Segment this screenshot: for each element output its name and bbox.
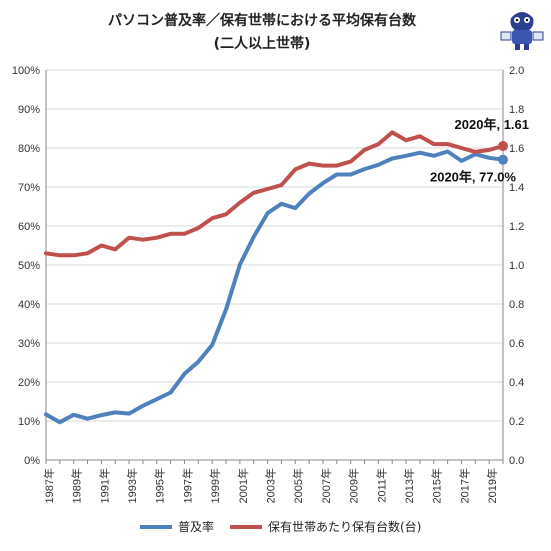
y-right-tick-label: 0.6 <box>509 338 524 350</box>
y-right-tick-label: 0.8 <box>509 299 524 311</box>
x-tick-label: 2017年 <box>457 468 471 503</box>
x-tick-label: 1991年 <box>97 468 111 503</box>
legend: 普及率 保有世帯あたり保有台数(台) <box>140 519 421 534</box>
x-tick-label: 2007年 <box>319 468 333 503</box>
mascot-icon <box>499 8 545 50</box>
y-right-tick-label: 0.2 <box>509 416 524 428</box>
x-tick-label: 1997年 <box>180 468 194 503</box>
y-right-tick-label: 1.4 <box>509 182 524 194</box>
x-tick-label: 2005年 <box>291 468 305 503</box>
y-left-tick-label: 50% <box>18 260 40 272</box>
annotations: 2020年, 1.61 2020年, 77.0% <box>430 117 529 185</box>
x-tick-label: 1989年 <box>70 468 84 503</box>
x-tick-label: 2011年 <box>374 468 388 503</box>
y-left-tick-label: 20% <box>18 377 40 389</box>
y-right-tick-label: 1.6 <box>509 143 524 155</box>
x-tick-label: 2013年 <box>402 468 416 503</box>
x-tick-label: 1993年 <box>125 468 139 503</box>
x-tick-label: 2015年 <box>430 468 444 503</box>
y-left-tick-label: 90% <box>18 104 40 116</box>
y-right-tick-label: 0.0 <box>509 455 524 467</box>
legend-label-penetration: 普及率 <box>178 519 214 534</box>
y-right-tick-label: 1.2 <box>509 221 524 233</box>
series-line-penetration <box>44 149 505 425</box>
annotation-units-2020: 2020年, 1.61 <box>455 117 529 132</box>
y-right-tick-label: 2.0 <box>509 65 524 77</box>
y-left-tick-label: 0% <box>24 455 40 467</box>
series-line-units <box>44 130 505 258</box>
x-tick-label: 1987年 <box>42 468 56 503</box>
y-right-tick-label: 0.4 <box>509 377 524 389</box>
x-tick-label: 2001年 <box>236 468 250 503</box>
legend-label-units: 保有世帯あたり保有台数(台) <box>268 519 421 534</box>
x-tick-label: 2009年 <box>347 468 361 503</box>
y-left-tick-label: 80% <box>18 143 40 155</box>
x-tick-label: 1995年 <box>153 468 167 503</box>
y-right-tick-label: 1.8 <box>509 104 524 116</box>
chart-title-line1: パソコン普及率／保有世帯における平均保有台数 <box>108 12 417 29</box>
series-end-point-penetration <box>498 154 508 165</box>
series <box>44 130 508 425</box>
y-right-tick-label: 1.0 <box>509 260 524 272</box>
y-left-tick-label: 100% <box>12 65 40 77</box>
annotation-penetration-2020: 2020年, 77.0% <box>430 170 516 185</box>
x-tick-label: 1999年 <box>208 468 222 503</box>
y-left-tick-label: 60% <box>18 221 40 233</box>
x-tick-label: 2003年 <box>263 468 277 503</box>
y-left-tick-label: 70% <box>18 182 40 194</box>
y-left-tick-label: 30% <box>18 338 40 350</box>
series-end-point-units <box>498 141 508 152</box>
x-tick-label: 2019年 <box>485 468 499 503</box>
y-left-tick-label: 10% <box>18 416 40 428</box>
grid <box>46 69 503 461</box>
y-left-tick-label: 40% <box>18 299 40 311</box>
axes: 0% 0.0 10% 0.2 20% 0.4 30% 0.6 40% 0.8 50% 1.0 60% 1.… <box>12 65 524 503</box>
chart-title-line2: (二人以上世帯) <box>214 35 311 52</box>
